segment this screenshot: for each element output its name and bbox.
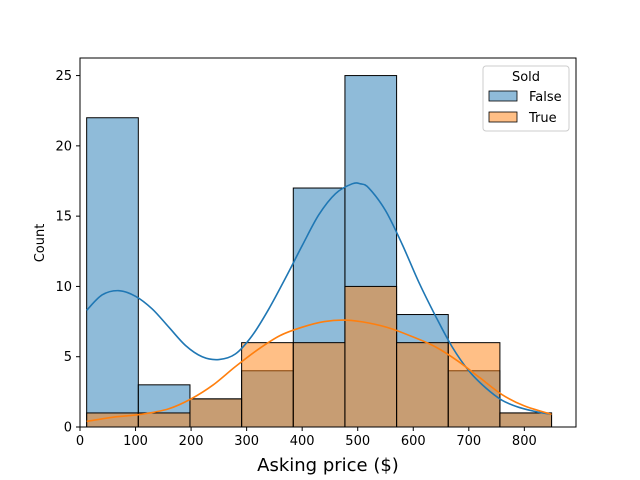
x-axis-label: Asking price ($) (257, 455, 399, 476)
x-tick-label: 0 (76, 434, 84, 449)
x-tick-label: 600 (401, 434, 426, 449)
y-tick-label: 10 (55, 280, 72, 295)
y-tick-label: 15 (55, 210, 72, 225)
legend-swatch-true (488, 111, 518, 123)
x-tick-label: 300 (234, 434, 259, 449)
legend-swatch-false (488, 90, 518, 102)
y-tick-label: 0 (64, 421, 72, 436)
bar-false-0 (86, 117, 139, 428)
bars-layer (86, 75, 553, 428)
bar-true-8 (499, 412, 553, 428)
legend-label-true: True (528, 111, 557, 126)
kde-line-false (86, 182, 552, 416)
y-tick-label: 25 (55, 69, 72, 84)
x-tick-label: 500 (345, 434, 370, 449)
x-tick-label: 700 (456, 434, 481, 449)
y-tick-label: 20 (55, 139, 72, 154)
x-tick-label: 800 (512, 434, 537, 449)
x-tick-label: 100 (123, 434, 148, 449)
bar-true-2 (189, 398, 243, 428)
y-axis: 0 5 10 15 20 25 (55, 69, 80, 436)
x-tick-label: 200 (179, 434, 204, 449)
y-tick-label: 5 (64, 350, 72, 365)
bar-true-6 (396, 342, 449, 428)
kde-line-true (86, 319, 552, 423)
legend-title: Sold (512, 70, 540, 85)
bar-true-4 (292, 342, 346, 428)
bar-true-1 (137, 412, 191, 428)
bar-true-3 (241, 342, 294, 428)
plot-frame (79, 57, 577, 428)
y-axis-label: Count (33, 224, 48, 263)
legend-label-false: False (529, 90, 562, 105)
x-axis: 0 100 200 300 400 500 600 700 800 (76, 427, 537, 449)
x-tick-label: 400 (290, 434, 315, 449)
legend: Sold False True (482, 65, 570, 132)
bar-true-5 (344, 285, 398, 428)
bar-true-7 (447, 342, 501, 428)
